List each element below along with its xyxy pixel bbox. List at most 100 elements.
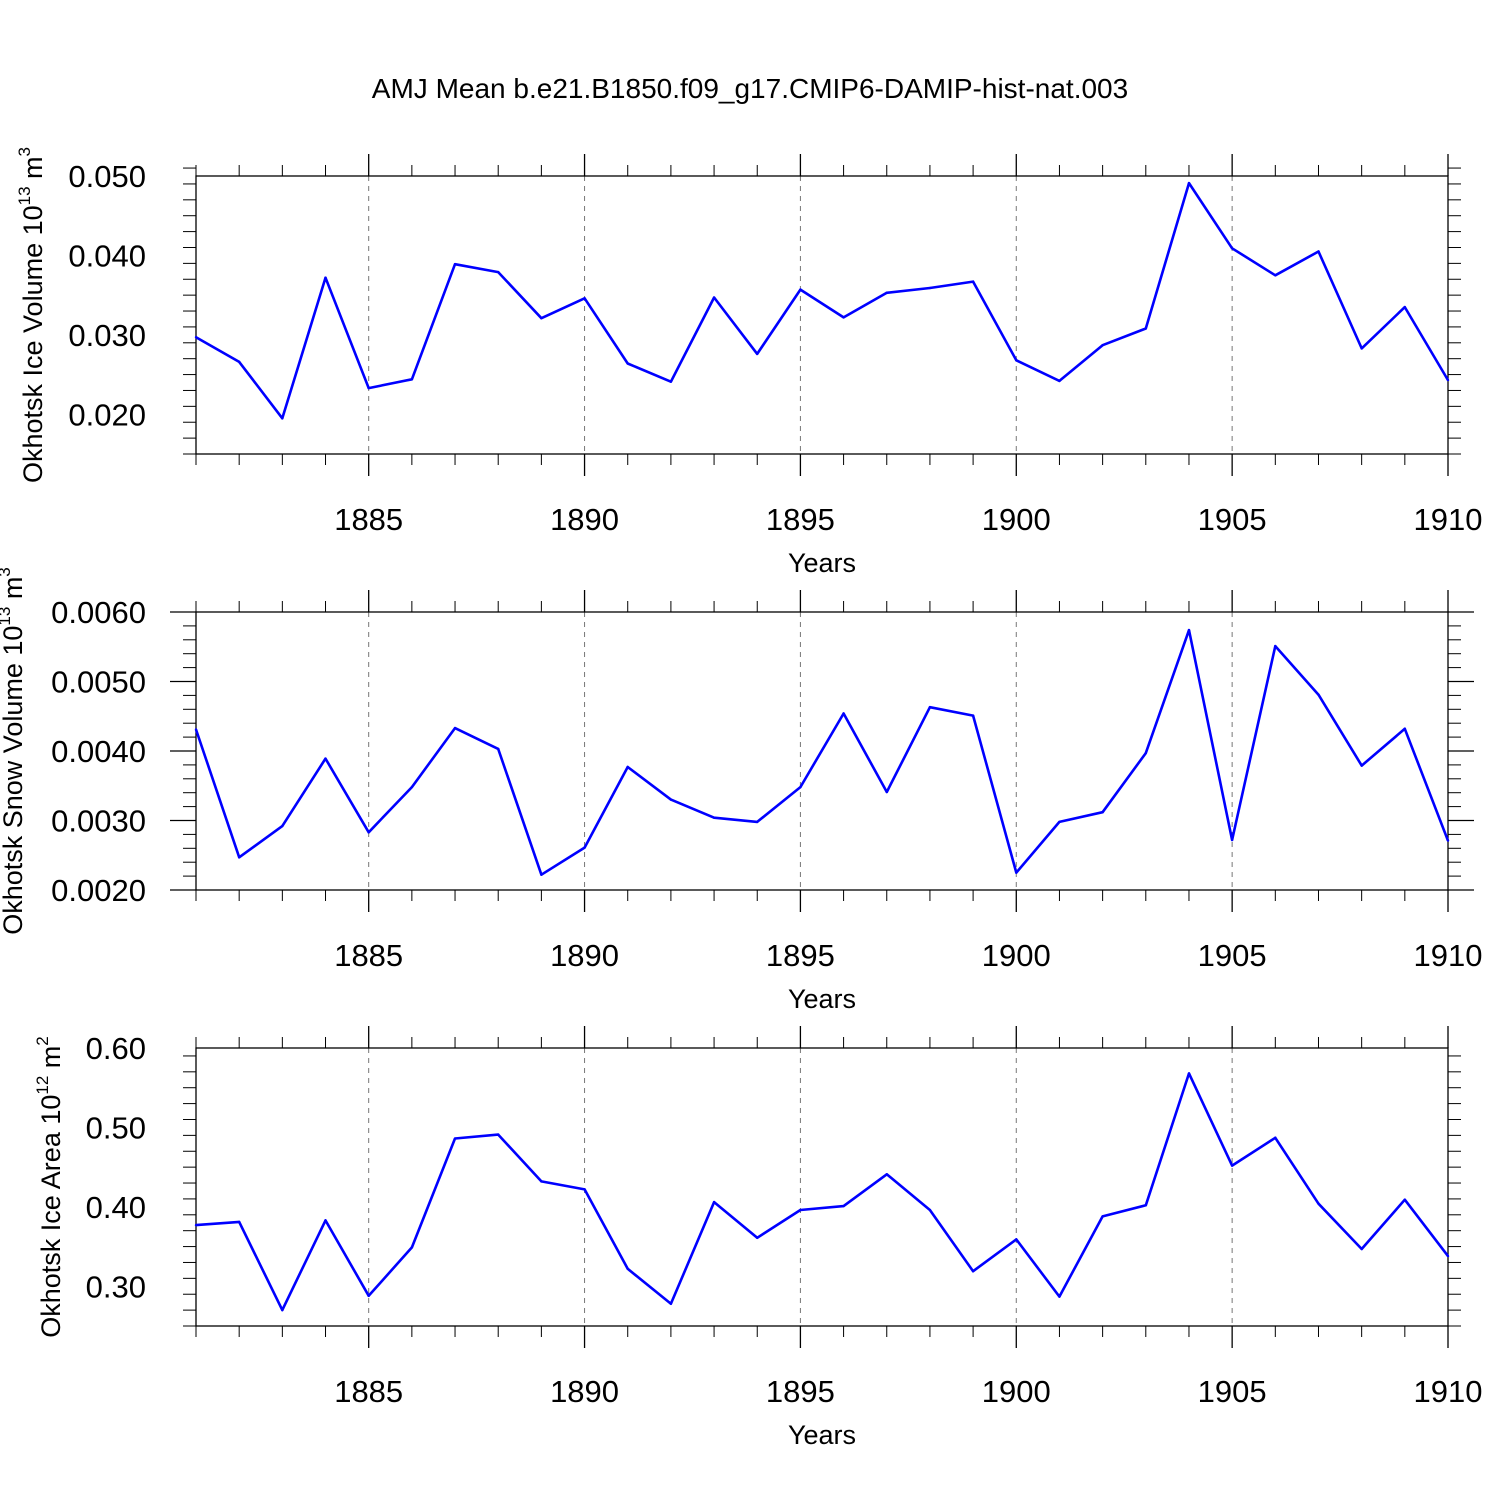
y-axis-title-unit: m: [18, 156, 48, 186]
x-tick-label: 1900: [982, 502, 1051, 537]
y-tick-label: 0.0040: [51, 734, 146, 769]
data-point-1898: [928, 706, 932, 709]
x-tick-label: 1910: [1414, 502, 1483, 537]
y-axis-title-unit-exponent: 3: [15, 147, 34, 156]
data-point-1887: [453, 262, 457, 266]
panel-ice-volume: 0.020 0.030 0.040 0.050 1885 1890 1895 1900 1905…: [15, 147, 1482, 578]
x-tick-label: 1900: [982, 1374, 1051, 1409]
y-tick-label: 0.50: [86, 1110, 146, 1145]
data-point-1903: [1144, 327, 1147, 330]
data-point-1897: [885, 1173, 888, 1176]
data-point-1885: [367, 831, 370, 834]
data-point-1901: [1058, 1295, 1061, 1298]
data-point-1896: [842, 316, 845, 319]
data-point-1904: [1187, 628, 1191, 632]
data-point-1883: [281, 824, 284, 828]
data-point-1886: [410, 785, 414, 789]
data-point-1884: [324, 1219, 327, 1222]
data-point-1893: [712, 816, 716, 819]
data-point-1906: [1274, 644, 1277, 648]
data-point-1889: [540, 873, 543, 876]
x-tick-label: 1895: [766, 938, 835, 973]
data-point-1885: [367, 386, 370, 390]
x-tick-label: 1885: [334, 1374, 403, 1409]
data-point-1889: [540, 1180, 543, 1183]
data-point-1910: [1446, 839, 1450, 842]
data-point-1890: [583, 846, 586, 849]
data-point-1886: [410, 378, 414, 381]
data-point-1888: [497, 1133, 500, 1136]
y-tick-label: 0.030: [68, 318, 146, 353]
data-point-1893: [712, 1200, 716, 1204]
x-tick-label: 1885: [334, 938, 403, 973]
data-point-1905: [1230, 838, 1234, 842]
data-point-1908: [1360, 764, 1363, 767]
data-point-1890: [583, 297, 586, 300]
data-point-1881: [194, 728, 198, 731]
data-point-1893: [712, 296, 716, 299]
data-point-1895: [799, 1208, 802, 1212]
data-point-1907: [1317, 1202, 1320, 1205]
data-point-1884: [324, 757, 327, 760]
y-axis-title-exponent: 13: [0, 607, 14, 626]
x-tick-label: 1895: [766, 1374, 835, 1409]
data-point-1902: [1101, 343, 1104, 347]
x-tick-label: 1890: [550, 938, 619, 973]
data-point-1898: [928, 286, 932, 290]
y-axis-title-text: Okhotsk Snow Volume 10: [0, 626, 28, 935]
data-point-1899: [971, 714, 975, 717]
y-tick-label: 0.40: [86, 1190, 146, 1225]
data-point-1882: [237, 856, 241, 859]
data-point-1903: [1144, 1204, 1147, 1207]
data-point-1907: [1317, 693, 1320, 696]
data-point-1895: [799, 288, 802, 291]
data-point-1895: [799, 785, 802, 789]
data-point-1885: [367, 1294, 370, 1298]
y-axis-title-unit-exponent: 2: [33, 1036, 52, 1045]
y-tick-label: 0.0050: [51, 665, 146, 700]
x-tick-label: 1905: [1198, 938, 1267, 973]
data-point-1883: [281, 417, 284, 420]
y-axis-title-unit: m: [0, 577, 28, 607]
y-axis-title-unit-exponent: 3: [0, 567, 14, 576]
data-point-1909: [1403, 1198, 1407, 1201]
x-tick-label: 1905: [1198, 502, 1267, 537]
y-tick-label: 0.0030: [51, 804, 146, 839]
x-tick-label: 1900: [982, 938, 1051, 973]
data-point-1897: [885, 790, 888, 794]
x-axis-title: Years: [788, 984, 856, 1014]
data-point-1892: [669, 1302, 673, 1305]
data-point-1899: [971, 280, 975, 283]
data-point-1892: [669, 380, 673, 383]
data-point-1889: [540, 316, 543, 320]
data-point-1910: [1446, 1254, 1450, 1258]
y-axis-title-unit: m: [36, 1046, 66, 1076]
x-tick-label: 1905: [1198, 1374, 1267, 1409]
x-tick-label: 1895: [766, 502, 835, 537]
data-point-1903: [1144, 751, 1147, 755]
data-point-1904: [1187, 1072, 1191, 1075]
data-point-1890: [583, 1188, 586, 1191]
data-point-1888: [497, 747, 500, 751]
data-point-1906: [1274, 1136, 1277, 1139]
y-axis-title-exponent: 12: [33, 1076, 52, 1095]
y-axis-title-exponent: 13: [15, 186, 34, 205]
chart-title: AMJ Mean b.e21.B1850.f09_g17.CMIP6-DAMIP…: [372, 73, 1128, 104]
data-point-1901: [1058, 379, 1061, 383]
data-point-1902: [1101, 1215, 1104, 1218]
x-axis-title: Years: [788, 1420, 856, 1450]
plot-frame: [195, 611, 1449, 891]
data-point-1907: [1317, 250, 1320, 253]
y-tick-label: 0.0020: [51, 873, 146, 908]
x-tick-label: 1910: [1414, 938, 1483, 973]
y-tick-label: 0.020: [68, 397, 146, 432]
y-axis-title: Okhotsk Ice Area 1012 m2: [33, 1036, 66, 1338]
data-point-1881: [194, 336, 198, 339]
y-tick-label: 0.050: [68, 159, 146, 194]
data-point-1899: [971, 1269, 975, 1273]
x-tick-label: 1885: [334, 502, 403, 537]
y-tick-label: 0.30: [86, 1269, 146, 1304]
data-point-1900: [1015, 359, 1018, 362]
series-line: [194, 628, 1450, 877]
